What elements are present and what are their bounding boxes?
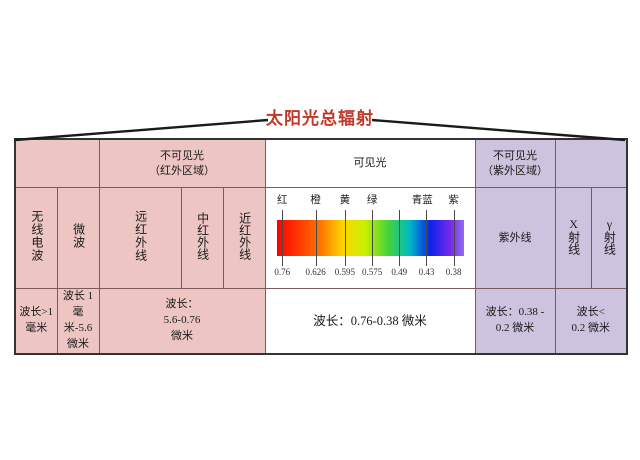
wavelength-infrared: 波长： 5.6-0.76 微米 bbox=[98, 287, 266, 355]
spectrum-color-labels: 红 橙 黄 绿 青蓝 紫 bbox=[266, 194, 475, 210]
spectrum-chart: 红 橙 黄 绿 青蓝 紫 0.76 0.626 0.595 0.575 0.49 0.43 0.38 bbox=[266, 188, 475, 288]
wavelength-visible-text: 波长：0.76-0.38 微米 bbox=[313, 313, 427, 328]
wavelength-infrared-line1: 波长： bbox=[165, 297, 199, 310]
cell-radio: 无线电波 bbox=[14, 187, 58, 289]
header-uv-line2: （紫外区域） bbox=[482, 164, 549, 177]
wavelength-xray-line2: 0.2 微米 bbox=[571, 321, 611, 334]
header-ultraviolet: 不可见光 （紫外区域） bbox=[474, 138, 556, 188]
spectrum-tick-value: 0.595 bbox=[334, 267, 356, 277]
cell-xray: X射线 bbox=[554, 187, 592, 289]
cell-visible-spectrum: 红 橙 黄 绿 青蓝 紫 0.76 0.626 0.595 0.575 0.49 0.43 0.38 bbox=[264, 187, 476, 289]
wavelength-microwave: 波长 1 毫米-5.6 微米 bbox=[56, 287, 100, 355]
wavelength-microwave-line1: 波长 1 bbox=[62, 290, 94, 302]
spectrum-tick-value: 0.575 bbox=[361, 267, 383, 277]
wavelength-microwave-line2: 毫米-5.6 bbox=[63, 305, 93, 334]
header-uv-line1: 不可见光 bbox=[493, 149, 538, 162]
cell-gamma-ray: γ射线 bbox=[590, 187, 629, 289]
wavelength-infrared-line3: 微米 bbox=[171, 329, 193, 342]
cell-far-infrared: 远红外线 bbox=[98, 187, 182, 289]
spectrum-tick-value: 0.626 bbox=[305, 267, 326, 277]
header-visible: 可见光 bbox=[264, 138, 476, 188]
cell-mid-infrared: 中红外线 bbox=[180, 187, 224, 289]
label-gamma-ray: γ射线 bbox=[602, 216, 617, 255]
wavelength-uv-line2: 0.2 微米 bbox=[495, 321, 535, 334]
wavelength-infrared-line2: 5.6-0.76 bbox=[163, 313, 201, 326]
label-far-infrared: 远红外线 bbox=[133, 209, 148, 262]
header-blank-right bbox=[554, 138, 629, 188]
wavelength-xray-line1: 波长< bbox=[576, 305, 605, 318]
spectrum-tick-value: 0.38 bbox=[445, 267, 462, 277]
wavelength-radio-line1: 波长>1 bbox=[19, 305, 54, 318]
cell-microwave: 微波 bbox=[56, 187, 100, 289]
wavelength-radio-line2: 毫米 bbox=[25, 321, 48, 334]
label-ultraviolet: 紫外线 bbox=[498, 231, 532, 244]
spectrum-color-label: 橙 bbox=[310, 195, 321, 206]
label-xray: X射线 bbox=[566, 216, 581, 255]
page-title: 太阳光总辐射 bbox=[266, 109, 374, 128]
header-infrared-line1: 不可见光 bbox=[160, 149, 204, 162]
table-band-row: 无线电波 微波 远红外线 中红外线 近红外线 红橙黄绿青蓝紫 0.76 0.62 bbox=[14, 187, 629, 289]
spectrum-color-label: 青蓝 bbox=[411, 195, 433, 206]
spectrum-tick-value: 0.43 bbox=[418, 267, 435, 277]
spectrum-table: 不可见光 （红外区域） 可见光 不可见光 （紫外区域） 无线电波 微波 远红外线… bbox=[14, 138, 629, 355]
header-infrared: 不可见光 （红外区域） bbox=[98, 138, 266, 188]
table-wavelength-row: 波长>1 毫米 波长 1 毫米-5.6 微米 波长： 5.6-0.76 微米 波… bbox=[14, 287, 629, 355]
cell-near-infrared: 近红外线 bbox=[222, 187, 266, 289]
spectrum-color-label: 黄 bbox=[339, 195, 351, 206]
spectrum-tick-value: 0.76 bbox=[274, 267, 291, 277]
label-near-infrared: 近红外线 bbox=[237, 211, 252, 260]
spectrum-color-label: 红 bbox=[276, 195, 288, 206]
wavelength-radio: 波长>1 毫米 bbox=[14, 287, 58, 355]
bracket-lines bbox=[14, 118, 626, 142]
header-infrared-line2: （红外区域） bbox=[149, 164, 215, 177]
label-radio: 无线电波 bbox=[29, 209, 44, 262]
spectrum-color-label: 绿 bbox=[366, 195, 378, 206]
wavelength-uv-line1: 波长：0.38 - bbox=[485, 305, 545, 318]
wavelength-visible: 波长：0.76-0.38 微米 bbox=[264, 287, 476, 355]
cell-ultraviolet: 紫外线 bbox=[474, 187, 556, 289]
wavelength-ultraviolet: 波长：0.38 - 0.2 微米 bbox=[474, 287, 556, 355]
spectrum-color-label: 紫 bbox=[448, 195, 459, 206]
label-microwave: 微波 bbox=[71, 222, 86, 249]
header-blank-left bbox=[14, 138, 100, 188]
wavelength-microwave-line3: 微米 bbox=[67, 337, 89, 350]
table-header-row: 不可见光 （红外区域） 可见光 不可见光 （紫外区域） bbox=[14, 138, 629, 188]
wavelength-xray-gamma: 波长< 0.2 微米 bbox=[554, 287, 629, 355]
spectrum-tick-value: 0.49 bbox=[391, 267, 408, 277]
spectrum-gradient-bar bbox=[276, 220, 464, 256]
label-mid-infrared: 中红外线 bbox=[195, 211, 210, 260]
spectrum-tick-values: 0.76 0.626 0.595 0.575 0.49 0.43 0.38 bbox=[266, 266, 475, 280]
